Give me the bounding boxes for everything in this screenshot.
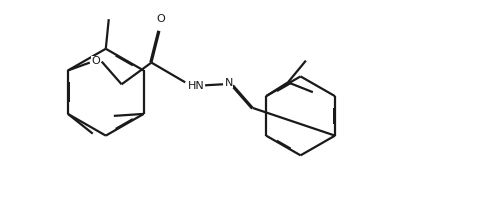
Text: O: O (91, 56, 100, 66)
Text: N: N (225, 78, 233, 88)
Text: O: O (156, 14, 165, 24)
Text: HN: HN (188, 81, 204, 91)
